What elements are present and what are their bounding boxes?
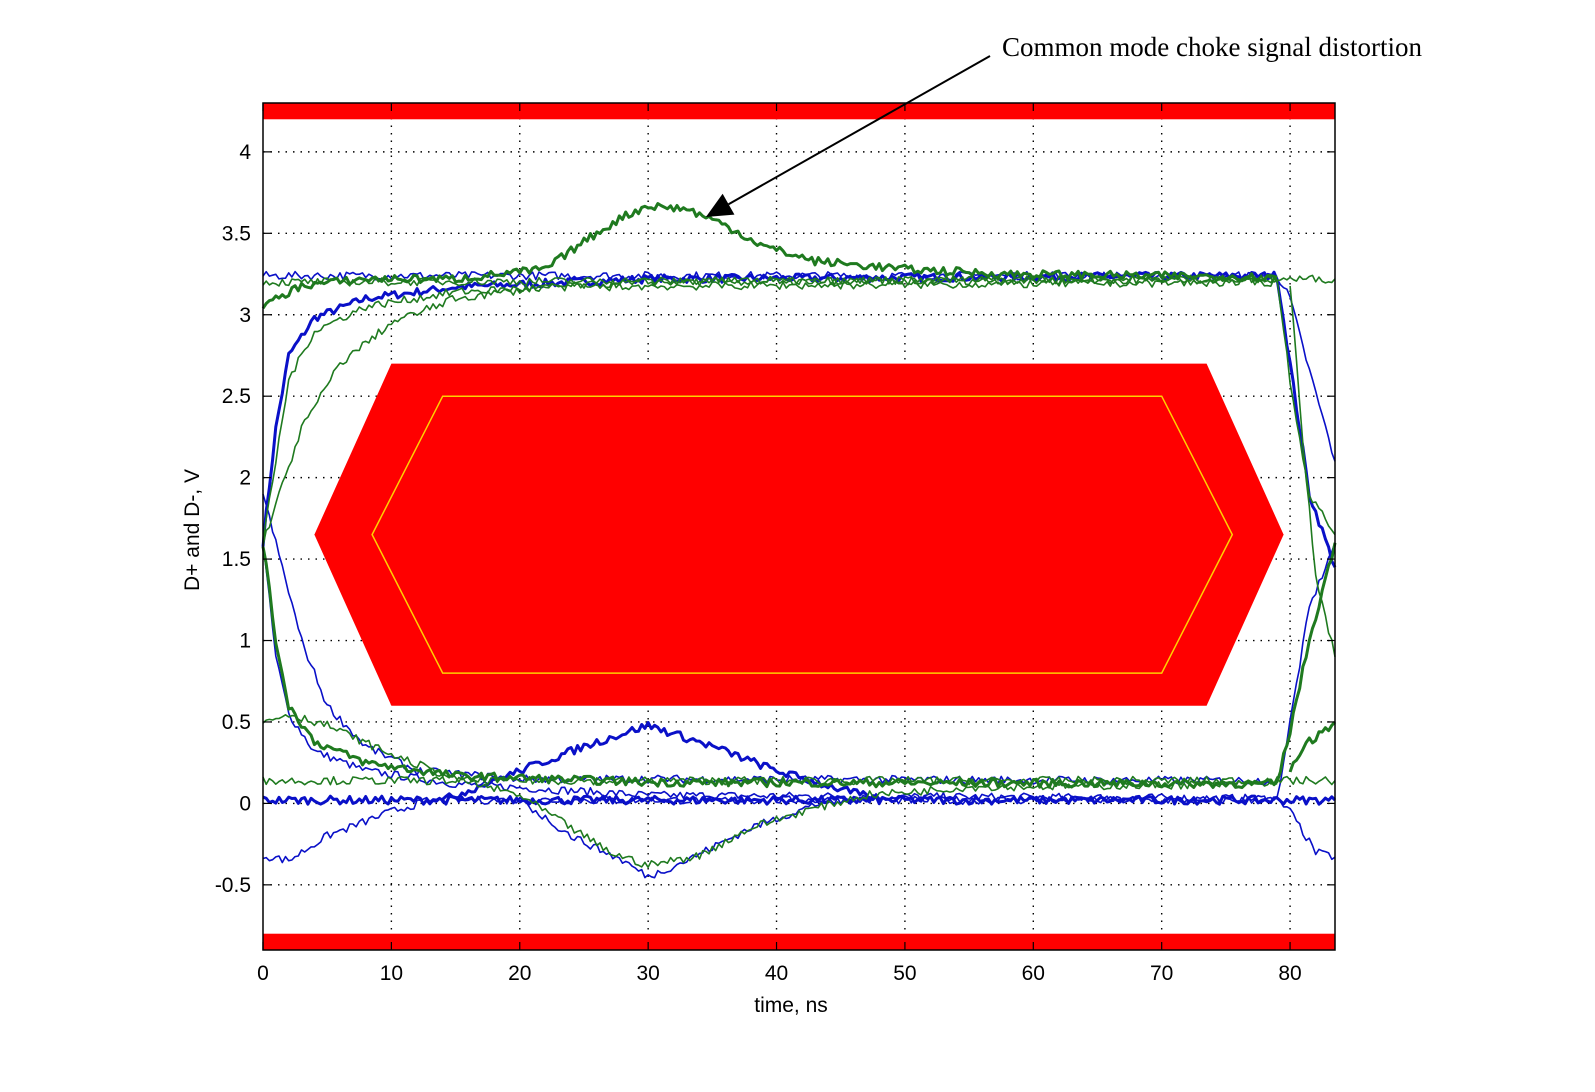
x-tick-label: 80 (1278, 962, 1301, 985)
blue-trace (262, 795, 1336, 864)
y-tick-label: 1.5 (222, 548, 251, 571)
x-tick-label: 50 (893, 962, 916, 985)
y-tick-label: 0 (239, 792, 251, 815)
green-trace (1288, 720, 1337, 773)
x-axis-label: time, ns (754, 994, 828, 1017)
green-trace (262, 775, 1336, 786)
mask-outer-hexagon (314, 363, 1284, 706)
usb-eye-mask (263, 103, 1335, 950)
y-tick-label: 0.5 (222, 711, 251, 734)
green-trace (261, 202, 1278, 310)
green-trace (262, 714, 1278, 869)
y-tick-label: 3 (239, 304, 251, 327)
y-tick-label: 3.5 (222, 222, 251, 245)
y-tick-label: 4 (239, 141, 251, 164)
y-tick-label: 2 (239, 467, 251, 490)
y-tick-label: -0.5 (215, 874, 251, 897)
x-tick-label: 0 (257, 962, 269, 985)
x-tick-label: 40 (765, 962, 788, 985)
plot-frame (262, 102, 1336, 951)
x-tick-label: 20 (508, 962, 531, 985)
mask-bottom-bar (263, 933, 1335, 950)
blue-trace (262, 270, 1336, 462)
axis-ticks: 0 10 20 30 40 50 60 70 80 -0.5 0 0.5 1 1.5 2 2.5 3 3.5 4 (215, 103, 1335, 985)
blue-trace (262, 542, 1336, 804)
y-tick-label: 2.5 (222, 385, 251, 408)
x-tick-label: 60 (1022, 962, 1045, 985)
x-tick-label: 70 (1150, 962, 1173, 985)
annotation-arrow-head (705, 193, 735, 218)
green-trace (262, 274, 1336, 544)
signal-traces (261, 202, 1337, 879)
blue-trace (441, 720, 881, 802)
green-trace (262, 274, 1336, 287)
blue-trace (519, 799, 829, 879)
y-tick-label: 1 (239, 630, 251, 653)
y-axis-label: D+ and D-, V (181, 469, 204, 591)
annotation-arrow-line (728, 55, 991, 206)
x-tick-label: 30 (636, 962, 659, 985)
mask-inner-hexagon (371, 395, 1234, 674)
mask-top-bar (263, 103, 1335, 120)
green-trace (1289, 285, 1336, 657)
annotation-text: Common mode choke signal distortion (1002, 32, 1422, 62)
x-tick-label: 10 (380, 962, 403, 985)
annotation: Common mode choke signal distortion (705, 32, 1422, 218)
green-trace (262, 277, 1278, 547)
